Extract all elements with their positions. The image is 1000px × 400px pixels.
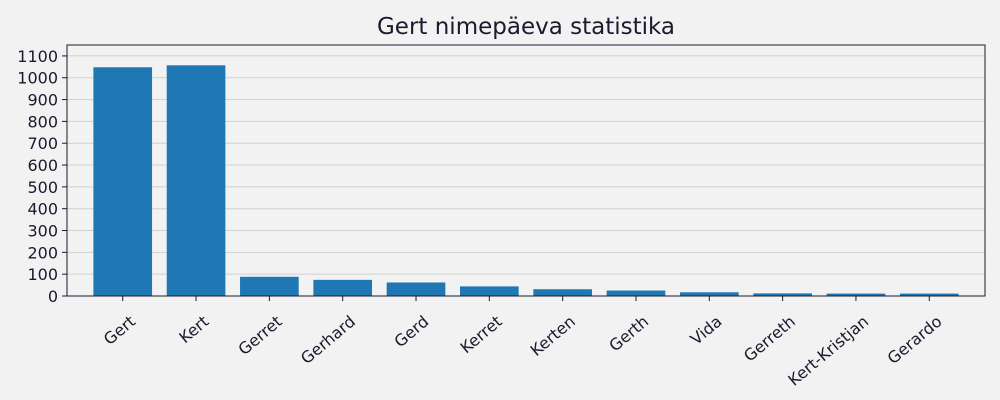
plot-area-frame — [66, 44, 986, 297]
y-tick-label: 700 — [27, 134, 58, 153]
bar-gerhard — [313, 279, 373, 296]
x-axis: Gert Kert Gerret Gerhard Gerd Kerret Kerten Ger… — [100, 296, 946, 390]
y-axis: 0 100 200 300 400 500 600 700 800 900 1000 1100 — [17, 47, 67, 306]
bar-gert — [93, 67, 153, 297]
chart-title: Gert nimepäeva statistika — [377, 14, 675, 40]
x-tick-label: Gerd — [390, 312, 432, 351]
bar-vida — [679, 292, 739, 296]
y-tick-label: 1100 — [17, 47, 58, 66]
x-tick-label: Gert — [100, 312, 139, 349]
y-tick-label: 800 — [27, 112, 58, 131]
x-tick-label: Gerhard — [297, 312, 359, 368]
y-tick-label: 300 — [27, 222, 58, 241]
bar-gerth — [606, 290, 666, 296]
x-tick-label: Gerret — [234, 312, 285, 359]
y-tick-label: 200 — [27, 243, 58, 262]
x-tick-label: Kerret — [456, 312, 505, 358]
y-tick-label: 500 — [27, 178, 58, 197]
bar-kerten — [533, 289, 592, 296]
bar-gerreth — [753, 293, 812, 296]
bar-gerret — [240, 276, 299, 296]
x-tick-label: Kert-Kristjan — [784, 312, 872, 390]
y-tick-label: 900 — [27, 91, 58, 110]
x-tick-label: Gerreth — [740, 312, 799, 366]
bars — [93, 65, 959, 297]
x-tick-label: Kert — [175, 312, 212, 347]
bar-kert-kristjan — [826, 293, 886, 296]
y-tick-label: 400 — [27, 200, 58, 219]
y-tick-label: 1000 — [17, 69, 58, 88]
x-tick-label: Gerardo — [884, 312, 946, 368]
y-tick-label: 100 — [27, 265, 58, 284]
x-tick-label: Kerten — [527, 312, 579, 360]
bar-kert — [166, 65, 226, 296]
y-tick-label: 600 — [27, 156, 58, 175]
x-tick-label: Vida — [687, 312, 726, 349]
bar-kerret — [460, 286, 519, 296]
x-tick-label: Gerth — [605, 312, 652, 356]
bar-gerardo — [899, 293, 959, 296]
y-tick-label: 0 — [48, 287, 58, 306]
bar-gerd — [386, 282, 446, 296]
